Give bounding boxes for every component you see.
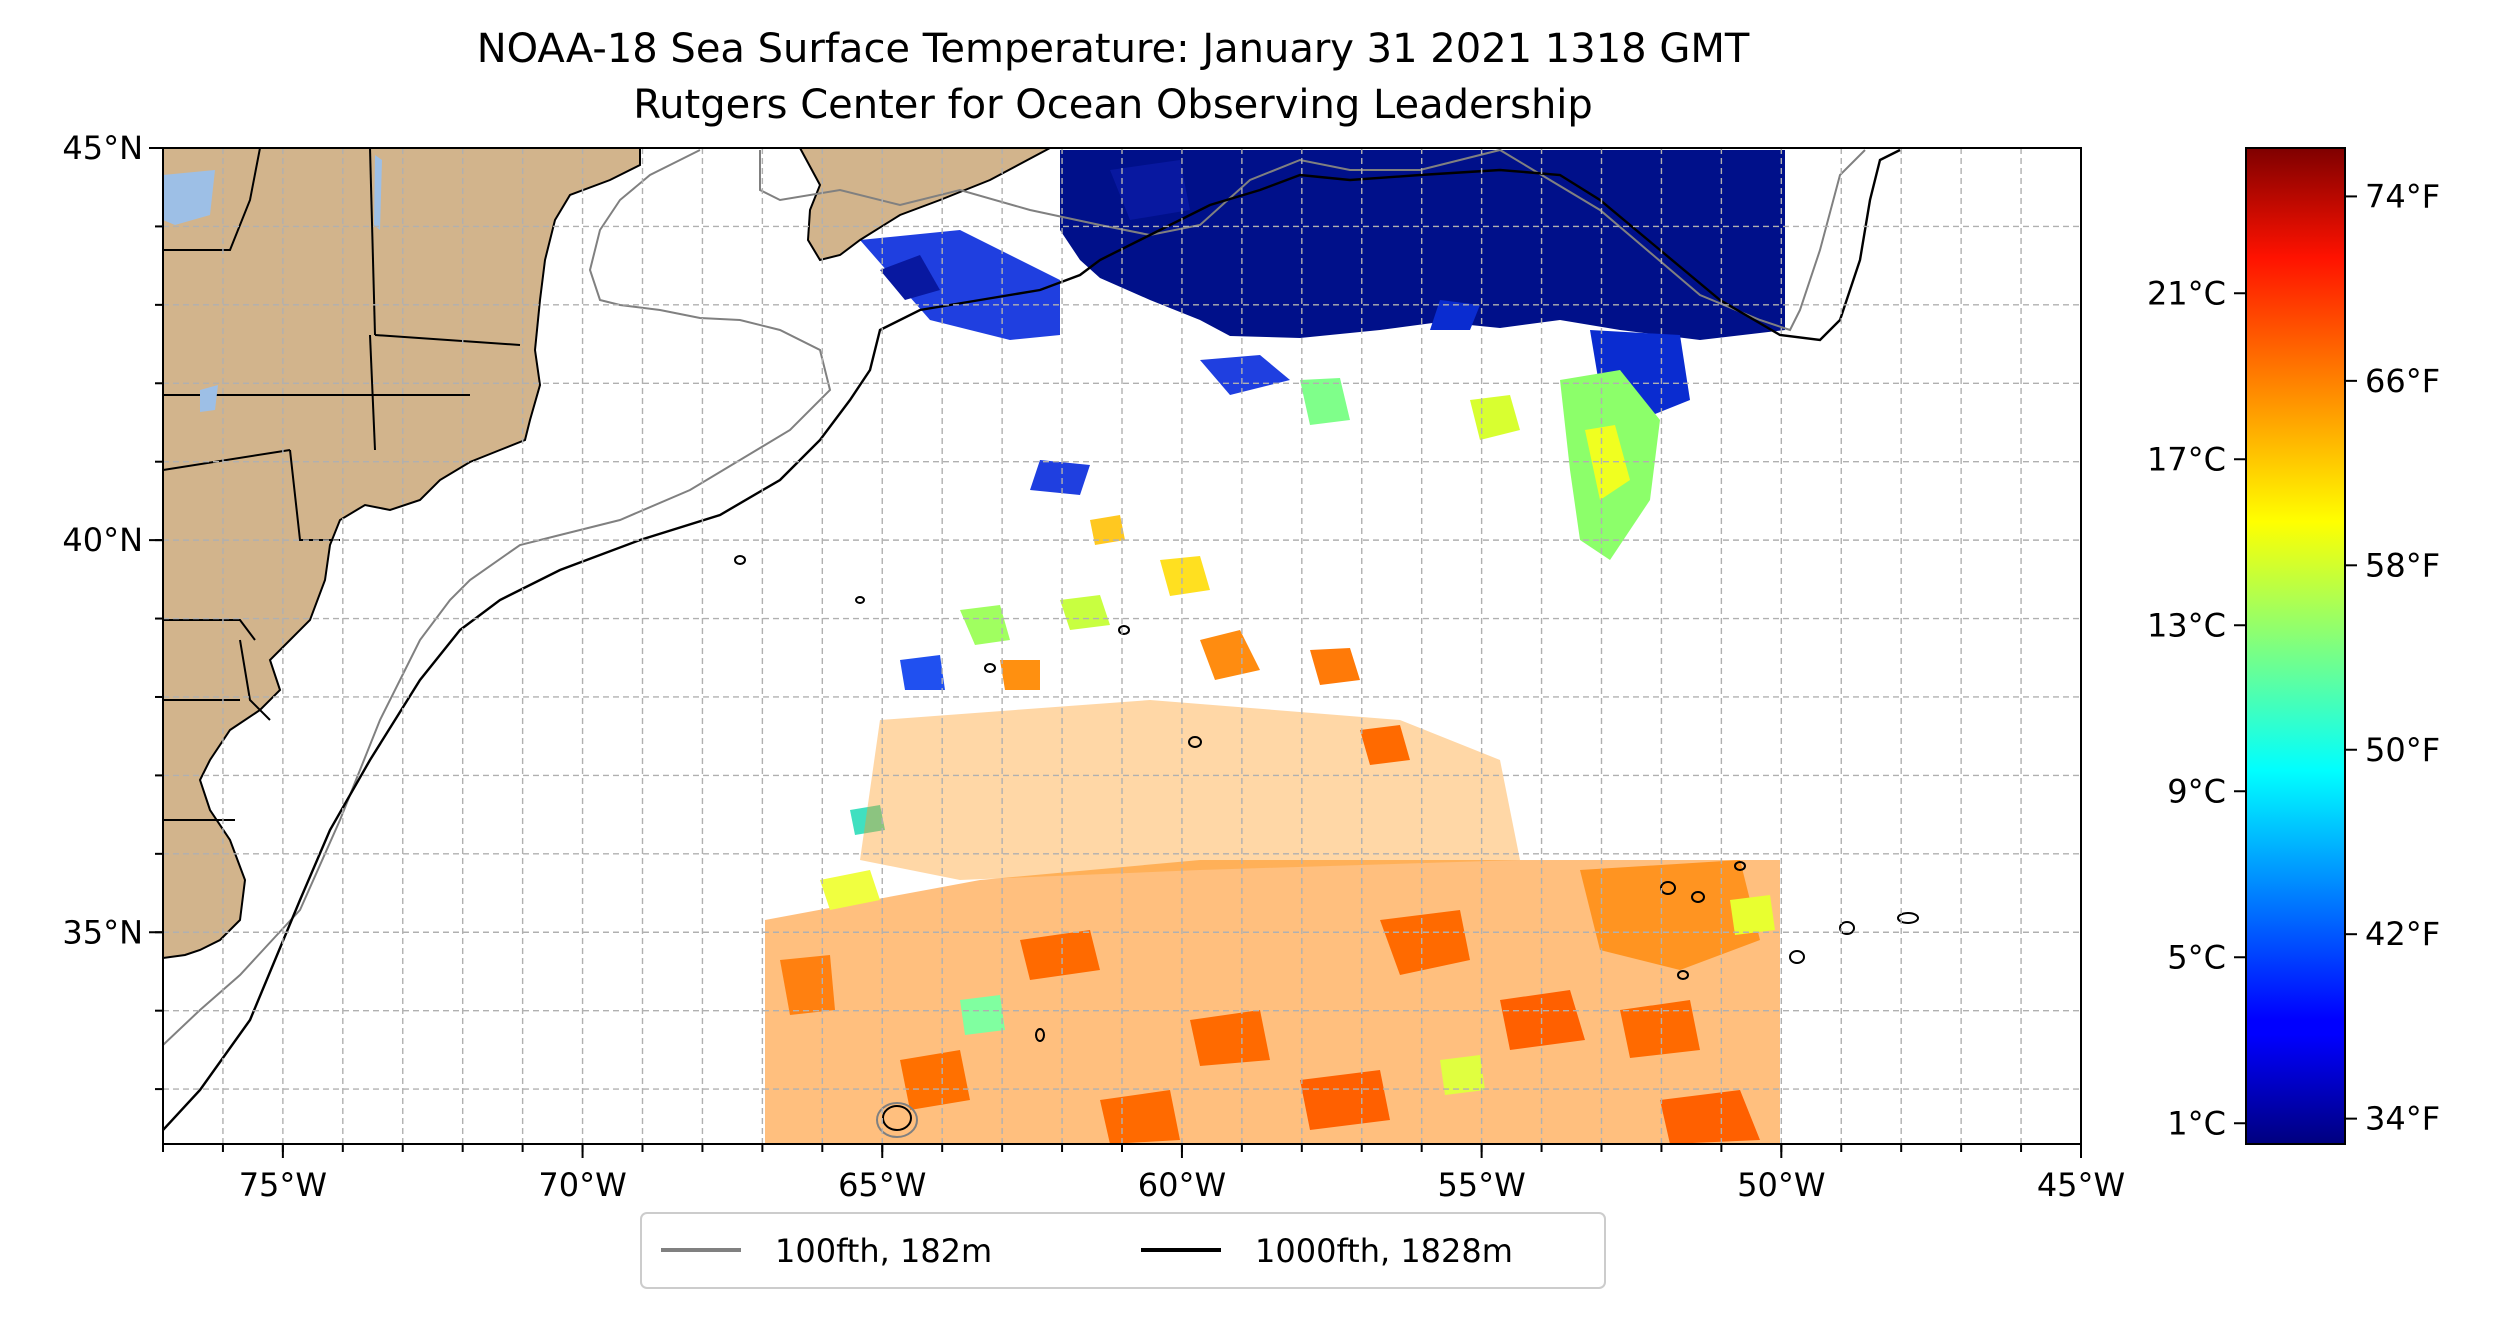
colorbar-fahrenheit-label: 74°F [2365, 177, 2440, 215]
colorbar-celsius-label: 17°C [2147, 440, 2226, 478]
colorbar-fahrenheit-label: 50°F [2365, 731, 2440, 769]
lon-tick-label: 45°W [2037, 1166, 2125, 1204]
colorbar-celsius-label: 5°C [2167, 938, 2226, 976]
colorbar-fahrenheit-label: 66°F [2365, 362, 2440, 400]
lat-tick-label: 35°N [62, 913, 143, 951]
land-nova-scotia [798, 148, 1051, 262]
map-gridlines [163, 148, 2081, 1144]
colorbar-gradient [2245, 147, 2346, 1145]
lon-tick-label: 65°W [838, 1166, 926, 1204]
colorbar-fahrenheit-label: 42°F [2365, 915, 2440, 953]
sst-mid-patches [850, 370, 1660, 835]
colorbar-celsius-label: 1°C [2167, 1104, 2226, 1142]
colorbar-celsius-label: 9°C [2167, 772, 2226, 810]
map-area [163, 148, 2081, 1144]
colorbar-celsius-label: 21°C [2147, 274, 2226, 312]
colorbar-celsius-ticks: 1°C 5°C 9°C 13°C 17°C 21°C [2147, 274, 2246, 1142]
legend-label-1000fth: 1000fth, 1828m [1255, 1232, 1513, 1270]
lon-tick-label: 60°W [1138, 1166, 1226, 1204]
lon-tick-label: 50°W [1737, 1166, 1825, 1204]
map-title-line2: Rutgers Center for Ocean Observing Leade… [633, 82, 1593, 128]
legend-label-100fth: 100fth, 182m [775, 1232, 992, 1270]
legend-frame [640, 1212, 1606, 1289]
latitude-axis: 45°N 40°N 35°N [62, 129, 163, 1091]
longitude-axis: 75°W 70°W 65°W 60°W 55°W 50°W 45°W [162, 1144, 2125, 1204]
seamount-shallow [876, 1102, 918, 1138]
colorbar-celsius-label: 13°C [2147, 606, 2226, 644]
lon-tick-label: 55°W [1437, 1166, 1525, 1204]
colorbar-fahrenheit-label: 58°F [2365, 546, 2440, 584]
state-borders [163, 148, 521, 821]
contour-1000fth [163, 148, 1901, 1131]
lon-tick-label: 75°W [239, 1166, 327, 1204]
colorbar-fahrenheit-ticks: 34°F 42°F 50°F 58°F 66°F 74°F [2345, 177, 2440, 1138]
seamounts [734, 555, 1919, 1131]
lon-tick-label: 70°W [538, 1166, 626, 1204]
contour-legend: 100fth, 182m 1000fth, 1828m [640, 1212, 1606, 1289]
colorbar: 1°C 5°C 9°C 13°C 17°C 21°C 34°F 42°F 50°F 58°F 66… [2147, 147, 2440, 1145]
contour-100fth [163, 148, 1866, 1046]
lat-tick-label: 45°N [62, 129, 143, 167]
map-title-line1: NOAA-18 Sea Surface Temperature: January… [477, 26, 1750, 72]
sst-warm-field [765, 700, 1780, 1144]
colorbar-fahrenheit-label: 34°F [2365, 1100, 2440, 1138]
lakes [163, 155, 382, 412]
lat-tick-label: 40°N [62, 521, 143, 559]
